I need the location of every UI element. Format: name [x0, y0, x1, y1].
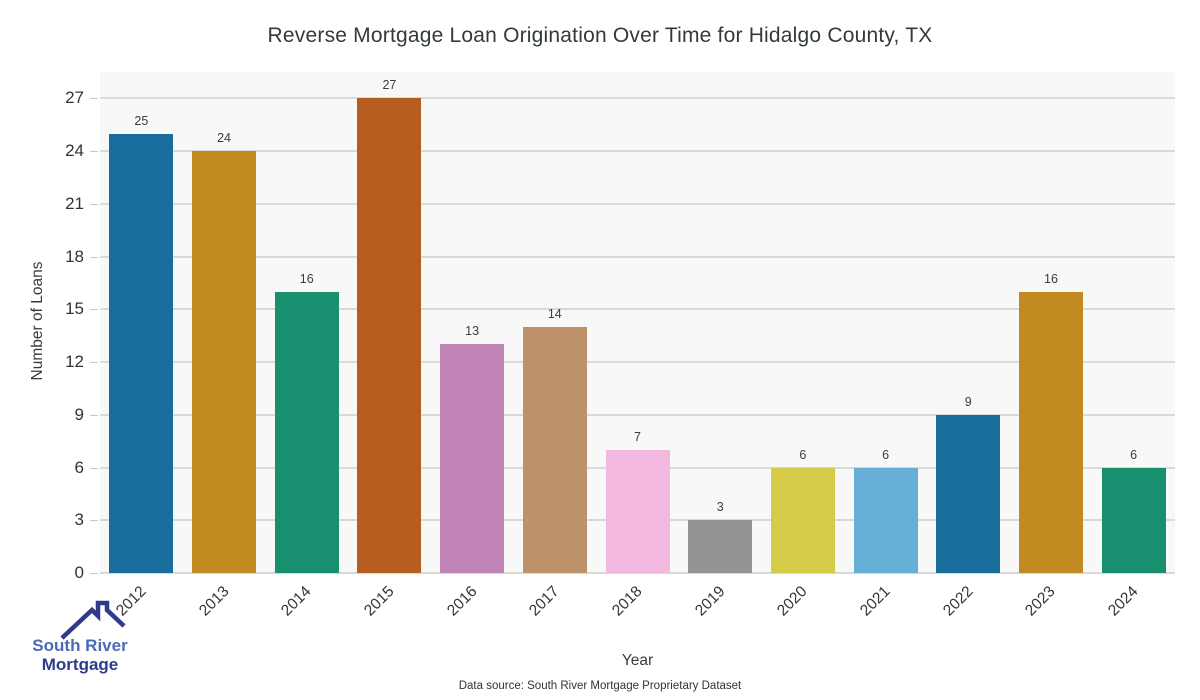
ytick-label-3: 3: [74, 510, 84, 530]
gridline-15: [100, 308, 1175, 311]
bar-value-label-2012: 25: [134, 113, 149, 128]
ytick-label-15: 15: [65, 299, 84, 319]
gridline-21: [100, 202, 1175, 205]
bar-value-label-2016: 13: [465, 324, 480, 339]
bar-value-label-2021: 6: [882, 447, 890, 462]
xtick-label-2021: 2021: [857, 583, 894, 620]
ytick-label-12: 12: [65, 352, 84, 372]
xtick-label-2016: 2016: [443, 583, 481, 620]
ytick-mark-9: [90, 414, 98, 416]
gridline-9: [100, 413, 1175, 416]
ytick-label-6: 6: [74, 457, 84, 477]
ytick-mark-3: [90, 520, 98, 522]
bar-2022: [936, 414, 1001, 573]
xtick-label-2024: 2024: [1105, 583, 1142, 620]
logo-text-line2: Mortgage: [41, 655, 119, 674]
ytick-label-9: 9: [74, 404, 84, 424]
bar-value-label-2013: 24: [217, 131, 231, 146]
ytick-label-18: 18: [65, 246, 84, 266]
bar-2016: [440, 344, 505, 573]
chart-title: Reverse Mortgage Loan Origination Over T…: [267, 24, 933, 47]
bar-2014: [274, 291, 339, 573]
ytick-label-21: 21: [65, 193, 84, 213]
bar-value-label-2024: 6: [1130, 447, 1138, 462]
bar-2024: [1101, 467, 1166, 573]
bar-value-label-2018: 7: [634, 429, 641, 444]
logo-text-line1: South River: [32, 636, 128, 655]
data-source-note: Data source: South River Mortgage Propri…: [458, 680, 742, 692]
ytick-mark-15: [90, 309, 98, 311]
gridline-27: [100, 97, 1175, 100]
bar-value-label-2014: 16: [299, 271, 314, 286]
bar-2021: [853, 467, 918, 573]
bar-2012: [109, 133, 174, 573]
x-axis-title: Year: [621, 652, 654, 669]
gridline-24: [100, 150, 1175, 153]
ytick-label-27: 27: [65, 88, 84, 108]
xtick-label-2013: 2013: [195, 583, 233, 620]
gridline-0: [100, 572, 1175, 574]
xtick-label-2015: 2015: [361, 583, 398, 620]
ytick-label-0: 0: [74, 563, 84, 582]
bar-value-label-2023: 16: [1044, 271, 1058, 286]
gridline-12: [100, 361, 1175, 364]
ytick-mark-12: [90, 362, 98, 364]
bar-2019: [688, 520, 753, 573]
bar-value-label-2017: 14: [547, 306, 562, 321]
bar-value-label-2022: 9: [964, 394, 972, 409]
ytick-mark-18: [90, 256, 98, 258]
bar-2020: [770, 467, 835, 573]
bar-value-label-2019: 3: [716, 500, 724, 515]
bar-2023: [1018, 291, 1083, 573]
bar-2018: [605, 449, 670, 573]
xtick-label-2023: 2023: [1022, 583, 1059, 620]
south-river-mortgage-logo: South River Mortgage: [10, 598, 160, 688]
bar-value-label-2015: 27: [382, 78, 397, 93]
xtick-label-2017: 2017: [526, 583, 563, 620]
ytick-label-24: 24: [65, 141, 84, 161]
ytick-mark-6: [90, 467, 98, 469]
ytick-mark-24: [90, 151, 98, 153]
ytick-mark-0: [90, 573, 98, 574]
ytick-mark-27: [90, 98, 98, 100]
bar-2017: [522, 326, 587, 573]
bar-2015: [357, 98, 422, 573]
xtick-label-2014: 2014: [278, 583, 315, 620]
plot-area: 25 24 16 27 13 14 7 3 6 6 9 16 6: [100, 72, 1175, 574]
gridline-18: [100, 255, 1175, 258]
xtick-label-2020: 2020: [774, 583, 811, 620]
xtick-label-2018: 2018: [609, 583, 646, 620]
bar-value-label-2020: 6: [799, 447, 807, 462]
xtick-label-2022: 2022: [939, 583, 977, 620]
bar-2013: [192, 151, 257, 573]
house-roof-icon: [60, 600, 126, 640]
ytick-mark-21: [90, 203, 98, 205]
xtick-label-2019: 2019: [691, 583, 729, 620]
